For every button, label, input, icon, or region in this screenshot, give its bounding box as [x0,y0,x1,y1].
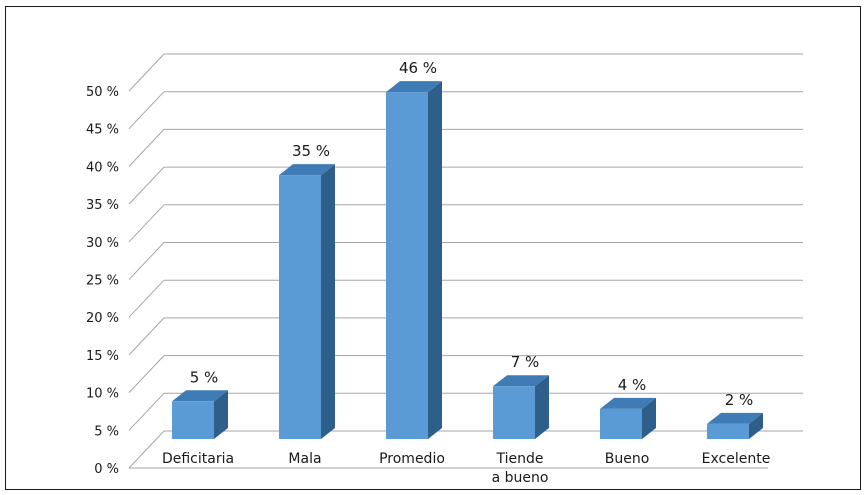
bar-side [428,81,442,439]
gridline-side [128,91,165,130]
y-tick-label: 20 % [86,311,119,326]
x-tick-label: Mala [288,451,321,467]
y-tick-label: 30 % [86,236,119,251]
data-label: 5 % [190,368,219,386]
y-tick-label: 50 % [86,85,119,100]
bar [386,92,428,439]
bar [600,408,642,439]
gridline-side [128,53,165,92]
x-tick-label: Deficitaria [162,451,234,467]
gridline-side [128,392,165,431]
gridline-side [128,430,165,469]
x-tick-label: Excelente [702,451,771,467]
bar [707,423,749,439]
gridline-side [128,317,165,356]
bar-side [214,390,228,439]
gridline-side [128,279,165,318]
bar-top [172,390,228,402]
y-tick-label: 35 % [86,198,119,213]
bar-top [707,412,763,424]
bar [493,386,535,439]
y-tick-label: 15 % [86,349,119,364]
x-tick-label: Promedio [379,451,445,467]
y-tick-label: 45 % [86,123,119,138]
y-tick-label: 0 % [94,462,119,477]
data-label: 2 % [725,391,754,409]
y-tick-label: 5 % [94,424,119,439]
bar-top [600,397,656,409]
gridline-side [128,355,165,393]
gridline-side [128,166,165,205]
x-tick-label: Tiende a bueno [492,451,549,486]
bar-chart: 0 % 5 % 10 % 15 % 20 % 25 % 30 % 35 % 40 % 45 % 50… [86,53,803,486]
bar-top [386,81,442,93]
data-label: 4 % [618,376,647,394]
bar-top [279,164,335,176]
y-tick-label: 10 % [86,387,119,402]
data-label: 35 % [292,142,330,160]
gridline-side [128,242,165,280]
y-tick-label: 25 % [86,274,119,289]
bar-side [642,397,656,439]
gridline-side [128,129,165,167]
y-tick-label: 40 % [86,160,119,175]
bar-side [749,412,763,439]
bar [172,401,214,439]
bar-top [493,375,549,387]
bar-side [321,164,335,439]
chart-frame: 0 % 5 % 10 % 15 % 20 % 25 % 30 % 35 % 40 % 45 % 50… [5,6,861,490]
gridline-side [128,204,165,243]
x-tick-label: Bueno [605,451,650,467]
data-label: 7 % [511,353,540,371]
data-label: 46 % [399,59,437,77]
bar [279,175,321,439]
bar-side [535,375,549,439]
